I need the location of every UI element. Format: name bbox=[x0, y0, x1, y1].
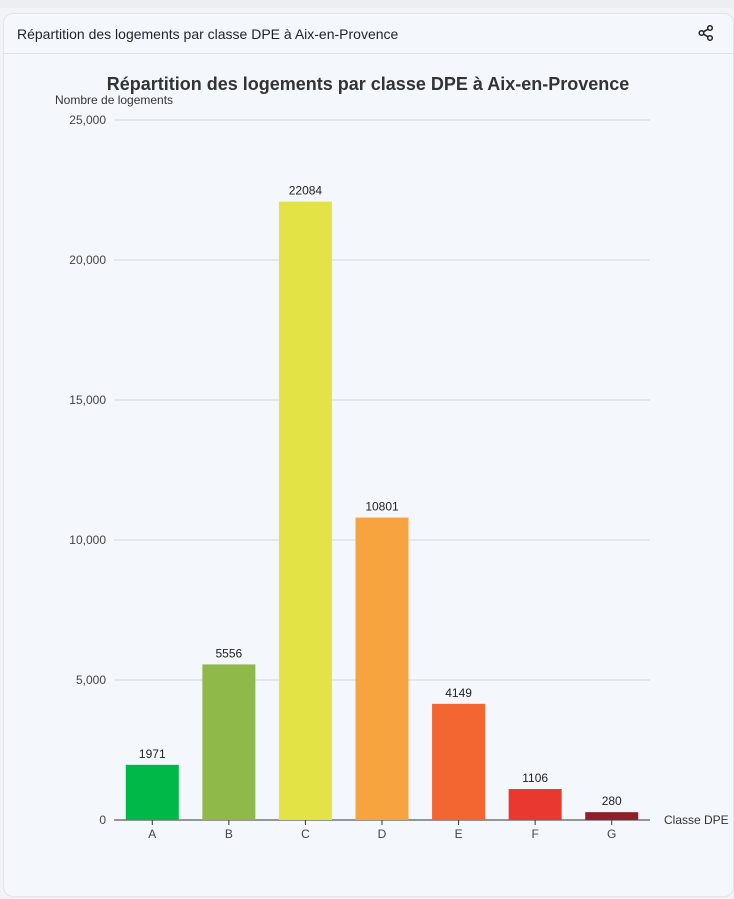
bar-chart: Répartition des logements par classe DPE… bbox=[55, 74, 729, 841]
x-tick-label: G bbox=[607, 827, 616, 841]
y-tick-label: 10,000 bbox=[69, 533, 106, 547]
x-tick-label: A bbox=[148, 827, 156, 841]
x-tick-label: F bbox=[531, 827, 538, 841]
bar-d[interactable] bbox=[355, 517, 409, 820]
data-label-b: 5556 bbox=[216, 646, 243, 660]
x-tick-label: B bbox=[225, 827, 233, 841]
x-tick-label: D bbox=[378, 827, 387, 841]
chart-title: Répartition des logements par classe DPE… bbox=[107, 74, 630, 94]
y-tick-label: 15,000 bbox=[69, 393, 106, 407]
y-tick-label: 25,000 bbox=[69, 113, 106, 127]
bar-b[interactable] bbox=[202, 664, 256, 820]
y-axis-label: Nombre de logements bbox=[55, 93, 173, 107]
data-label-e: 4149 bbox=[445, 686, 472, 700]
bar-a[interactable] bbox=[125, 764, 179, 820]
top-strip bbox=[0, 0, 734, 8]
y-tick-label: 0 bbox=[99, 813, 106, 827]
y-tick-label: 20,000 bbox=[69, 253, 106, 267]
bar-f[interactable] bbox=[508, 789, 562, 820]
x-tick-label: E bbox=[455, 827, 463, 841]
data-label-g: 280 bbox=[602, 794, 622, 808]
card-title: Répartition des logements par classe DPE… bbox=[17, 26, 399, 42]
share-icon bbox=[698, 24, 714, 42]
x-tick-label: C bbox=[301, 827, 310, 841]
share-button[interactable] bbox=[697, 24, 715, 42]
x-axis-label: Classe DPE bbox=[664, 813, 729, 827]
bar-c[interactable] bbox=[278, 201, 332, 820]
bar-e[interactable] bbox=[432, 703, 486, 820]
data-label-a: 1971 bbox=[139, 747, 166, 761]
chart-card: Répartition des logements par classe DPE… bbox=[3, 13, 734, 897]
bar-g[interactable] bbox=[585, 812, 639, 820]
data-label-f: 1106 bbox=[522, 771, 548, 785]
data-label-d: 10801 bbox=[365, 500, 399, 514]
data-label-c: 22084 bbox=[289, 184, 323, 198]
y-tick-label: 5,000 bbox=[76, 673, 106, 687]
card-header: Répartition des logements par classe DPE… bbox=[4, 14, 733, 54]
